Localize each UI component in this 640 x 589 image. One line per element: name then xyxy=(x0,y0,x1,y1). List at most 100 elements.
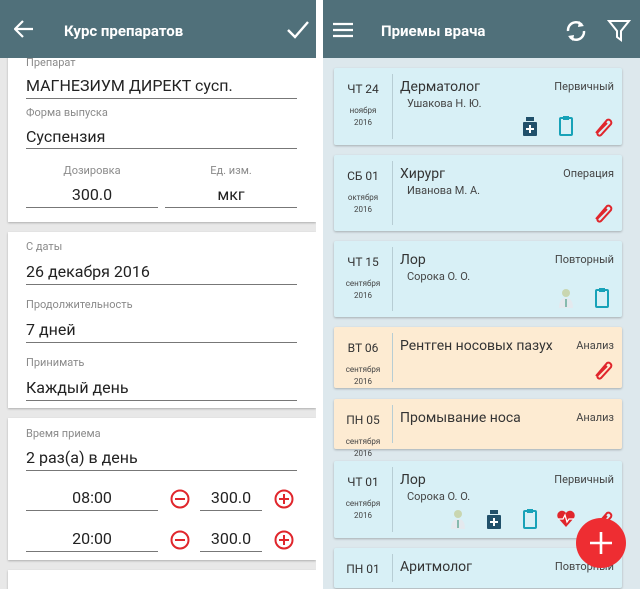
visit-card[interactable]: ЧТ 15 сентября 2016 Лор Сорока О. О. Повторны… xyxy=(334,241,622,317)
add-button[interactable] xyxy=(575,517,627,569)
icon xyxy=(592,115,614,141)
save-button[interactable] xyxy=(286,20,310,40)
visit-kind: Первичный xyxy=(554,473,614,486)
visits-screen: Приемы врача ЧТ 24 ноября 2016 Дерматолог Уш… xyxy=(323,0,640,589)
app-bar: Курс препаратов xyxy=(0,0,316,58)
divider xyxy=(392,74,393,139)
date-day: ЧТ 24 xyxy=(347,82,379,96)
doctor-name: Ушакова Н. Ю. xyxy=(407,97,482,110)
field-value[interactable]: Каждый день xyxy=(26,378,129,397)
date-year: 2016 xyxy=(354,118,372,127)
field-label: Препарат xyxy=(26,56,76,69)
divider xyxy=(392,161,393,225)
menu-button[interactable] xyxy=(333,22,353,38)
time-card xyxy=(8,418,316,560)
date-day: ВТ 06 xyxy=(347,341,379,355)
field-value[interactable]: 26 декабря 2016 xyxy=(26,262,150,281)
date-month: сентября xyxy=(345,365,381,374)
date-day: ЧТ 01 xyxy=(347,475,379,489)
underline xyxy=(200,551,262,552)
field-label: Форма выпуска xyxy=(26,106,108,119)
visit-card[interactable]: ЧТ 24 ноября 2016 Дерматолог Ушакова Н. Ю. Пе… xyxy=(334,68,622,145)
field-label: Принимать xyxy=(26,356,85,369)
visit-title: Лор xyxy=(400,472,426,488)
icon xyxy=(556,287,578,313)
field-value[interactable]: 2 раз(а) в день xyxy=(26,448,138,467)
underline xyxy=(26,207,158,208)
screen-title: Приемы врача xyxy=(381,22,486,40)
underline xyxy=(26,510,158,511)
time-value[interactable]: 20:00 xyxy=(72,529,112,548)
date-month: сентября xyxy=(345,279,381,288)
divider xyxy=(392,405,393,443)
visit-card[interactable]: СБ 01 октября 2016 Хирург Иванова М. А. Опера… xyxy=(334,155,622,231)
date-month: сентября xyxy=(345,499,381,508)
date-month: сентября xyxy=(345,437,381,446)
icon xyxy=(592,287,614,313)
minus-button[interactable] xyxy=(170,489,190,513)
icon xyxy=(448,508,470,534)
date-month: ноября xyxy=(349,106,377,115)
amount-value[interactable]: 300.0 xyxy=(210,488,252,507)
visit-kind: Анализ xyxy=(576,411,614,424)
underline xyxy=(26,342,297,343)
field-value[interactable]: МАГНЕЗИУМ ДИРЕКТ сусп. xyxy=(26,76,233,95)
visit-kind: Первичный xyxy=(554,80,614,93)
underline xyxy=(26,98,297,99)
field-label: Дозировка xyxy=(63,164,121,177)
visit-title: Лор xyxy=(400,252,426,268)
icon xyxy=(520,115,542,141)
doctor-name: Сорока О. О. xyxy=(407,270,471,283)
plus-button[interactable] xyxy=(274,530,294,554)
underline xyxy=(200,510,262,511)
visit-card[interactable]: ЧТ 01 сентября 2016 Лор Сорока О. О. Первичны… xyxy=(334,461,622,538)
visit-title: Дерматолог xyxy=(400,79,480,95)
visit-card[interactable]: ПН 05 сентября 2016 Промывание носа Анализ xyxy=(334,399,622,458)
doctor-name: Сорока О. О. xyxy=(407,490,471,503)
time-value[interactable]: 08:00 xyxy=(72,488,112,507)
visit-card[interactable]: ВТ 06 сентября 2016 Рентген носовых пазух Ан… xyxy=(334,327,622,388)
date-day: ПН 05 xyxy=(346,413,380,427)
field-value[interactable]: Суспензия xyxy=(26,127,106,146)
back-button[interactable] xyxy=(14,20,34,38)
minus-button[interactable] xyxy=(170,530,190,554)
filter-button[interactable] xyxy=(607,18,631,42)
visit-kind: Повторный xyxy=(554,253,614,266)
visit-card[interactable]: ПН 01 Аритмолог Повторный xyxy=(334,548,622,588)
doctor-name: Иванова М. А. xyxy=(407,184,481,197)
underline xyxy=(26,284,297,285)
visit-title: Хирург xyxy=(400,166,446,182)
date-year: 2016 xyxy=(354,205,372,214)
date-day: ЧТ 15 xyxy=(347,255,379,269)
visit-title: Промывание носа xyxy=(400,410,521,426)
app-bar: Приемы врача xyxy=(323,0,640,58)
underline xyxy=(165,207,297,208)
date-year: 2016 xyxy=(354,291,372,300)
field-value[interactable]: 300.0 xyxy=(71,185,113,204)
divider xyxy=(392,247,393,311)
screen-title: Курс препаратов xyxy=(64,22,184,40)
icon xyxy=(520,508,542,534)
divider xyxy=(392,467,393,532)
icon xyxy=(556,508,578,534)
drug-card xyxy=(8,50,316,222)
icon xyxy=(556,115,578,141)
icon xyxy=(484,508,506,534)
amount-value[interactable]: 300.0 xyxy=(210,529,252,548)
date-year: 2016 xyxy=(354,511,372,520)
date-day: ПН 01 xyxy=(346,562,380,576)
visit-kind: Операция xyxy=(563,167,614,180)
visit-title: Рентген носовых пазух xyxy=(400,338,553,354)
date-month: октября xyxy=(347,193,379,202)
plus-button[interactable] xyxy=(274,489,294,513)
field-label: Ед. изм. xyxy=(210,164,252,177)
icon xyxy=(592,201,614,227)
underline xyxy=(26,470,297,471)
field-label: Время приема xyxy=(26,427,101,440)
underline xyxy=(26,400,297,401)
field-label: С даты xyxy=(26,240,63,253)
refresh-button[interactable] xyxy=(563,18,589,44)
field-value[interactable]: мкг xyxy=(217,185,245,204)
field-value[interactable]: 7 дней xyxy=(26,320,76,339)
